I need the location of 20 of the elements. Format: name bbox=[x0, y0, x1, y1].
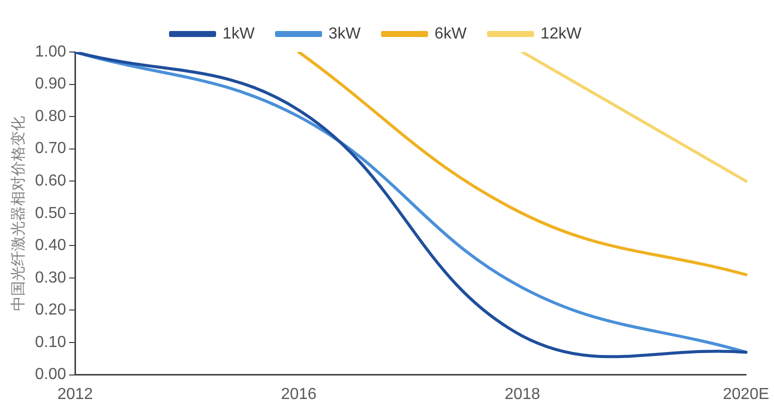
legend-label: 1kW bbox=[222, 25, 256, 42]
y-tick-label: 0.80 bbox=[35, 108, 66, 125]
y-tick-label: 0.30 bbox=[35, 269, 66, 286]
y-tick-label: 0.60 bbox=[35, 172, 66, 190]
x-tick-label: 2018 bbox=[504, 386, 540, 403]
y-tick-label: 0.50 bbox=[35, 204, 66, 222]
y-tick-label: 0.00 bbox=[35, 366, 66, 384]
y-tick-label: 0.90 bbox=[35, 76, 66, 93]
x-tick-label: 2012 bbox=[57, 386, 94, 403]
legend-label: 6kW bbox=[434, 25, 468, 42]
legend-label: 12kW bbox=[540, 25, 582, 42]
y-axis-title: 中国光纤激光器相对价格变化 bbox=[8, 116, 27, 311]
x-tick-label: 2020E bbox=[722, 386, 770, 403]
y-tick-label: 0.10 bbox=[35, 334, 66, 351]
x-tick-label: 2016 bbox=[280, 386, 317, 403]
y-tick-label: 0.40 bbox=[35, 237, 66, 254]
legend-label: 3kW bbox=[328, 25, 362, 42]
y-tick-label: 0.70 bbox=[35, 140, 66, 158]
y-tick-label: 0.20 bbox=[35, 302, 66, 319]
y-tick-label: 1.00 bbox=[35, 43, 66, 60]
